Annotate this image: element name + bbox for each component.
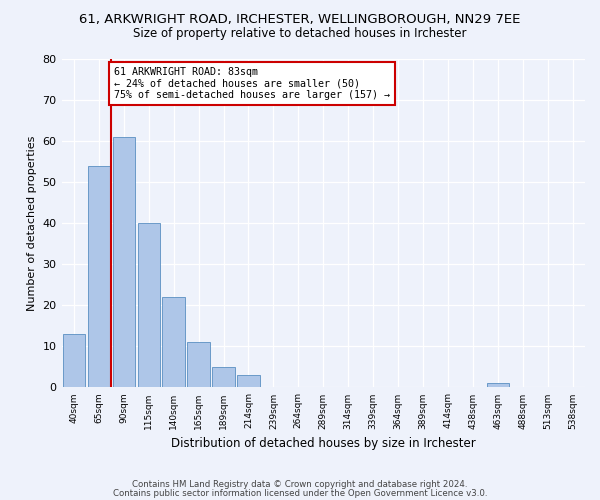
Text: Size of property relative to detached houses in Irchester: Size of property relative to detached ho…: [133, 28, 467, 40]
Bar: [88, 166, 110, 388]
Bar: [113, 137, 135, 388]
Bar: [163, 297, 185, 388]
Bar: [63, 334, 85, 388]
Text: 61 ARKWRIGHT ROAD: 83sqm
← 24% of detached houses are smaller (50)
75% of semi-d: 61 ARKWRIGHT ROAD: 83sqm ← 24% of detach…: [114, 67, 390, 100]
Bar: [137, 223, 160, 388]
Y-axis label: Number of detached properties: Number of detached properties: [27, 136, 37, 311]
Bar: [212, 367, 235, 388]
Bar: [487, 384, 509, 388]
Text: 61, ARKWRIGHT ROAD, IRCHESTER, WELLINGBOROUGH, NN29 7EE: 61, ARKWRIGHT ROAD, IRCHESTER, WELLINGBO…: [79, 12, 521, 26]
X-axis label: Distribution of detached houses by size in Irchester: Distribution of detached houses by size …: [171, 437, 476, 450]
Text: Contains HM Land Registry data © Crown copyright and database right 2024.: Contains HM Land Registry data © Crown c…: [132, 480, 468, 489]
Bar: [187, 342, 210, 388]
Bar: [237, 375, 260, 388]
Text: Contains public sector information licensed under the Open Government Licence v3: Contains public sector information licen…: [113, 488, 487, 498]
